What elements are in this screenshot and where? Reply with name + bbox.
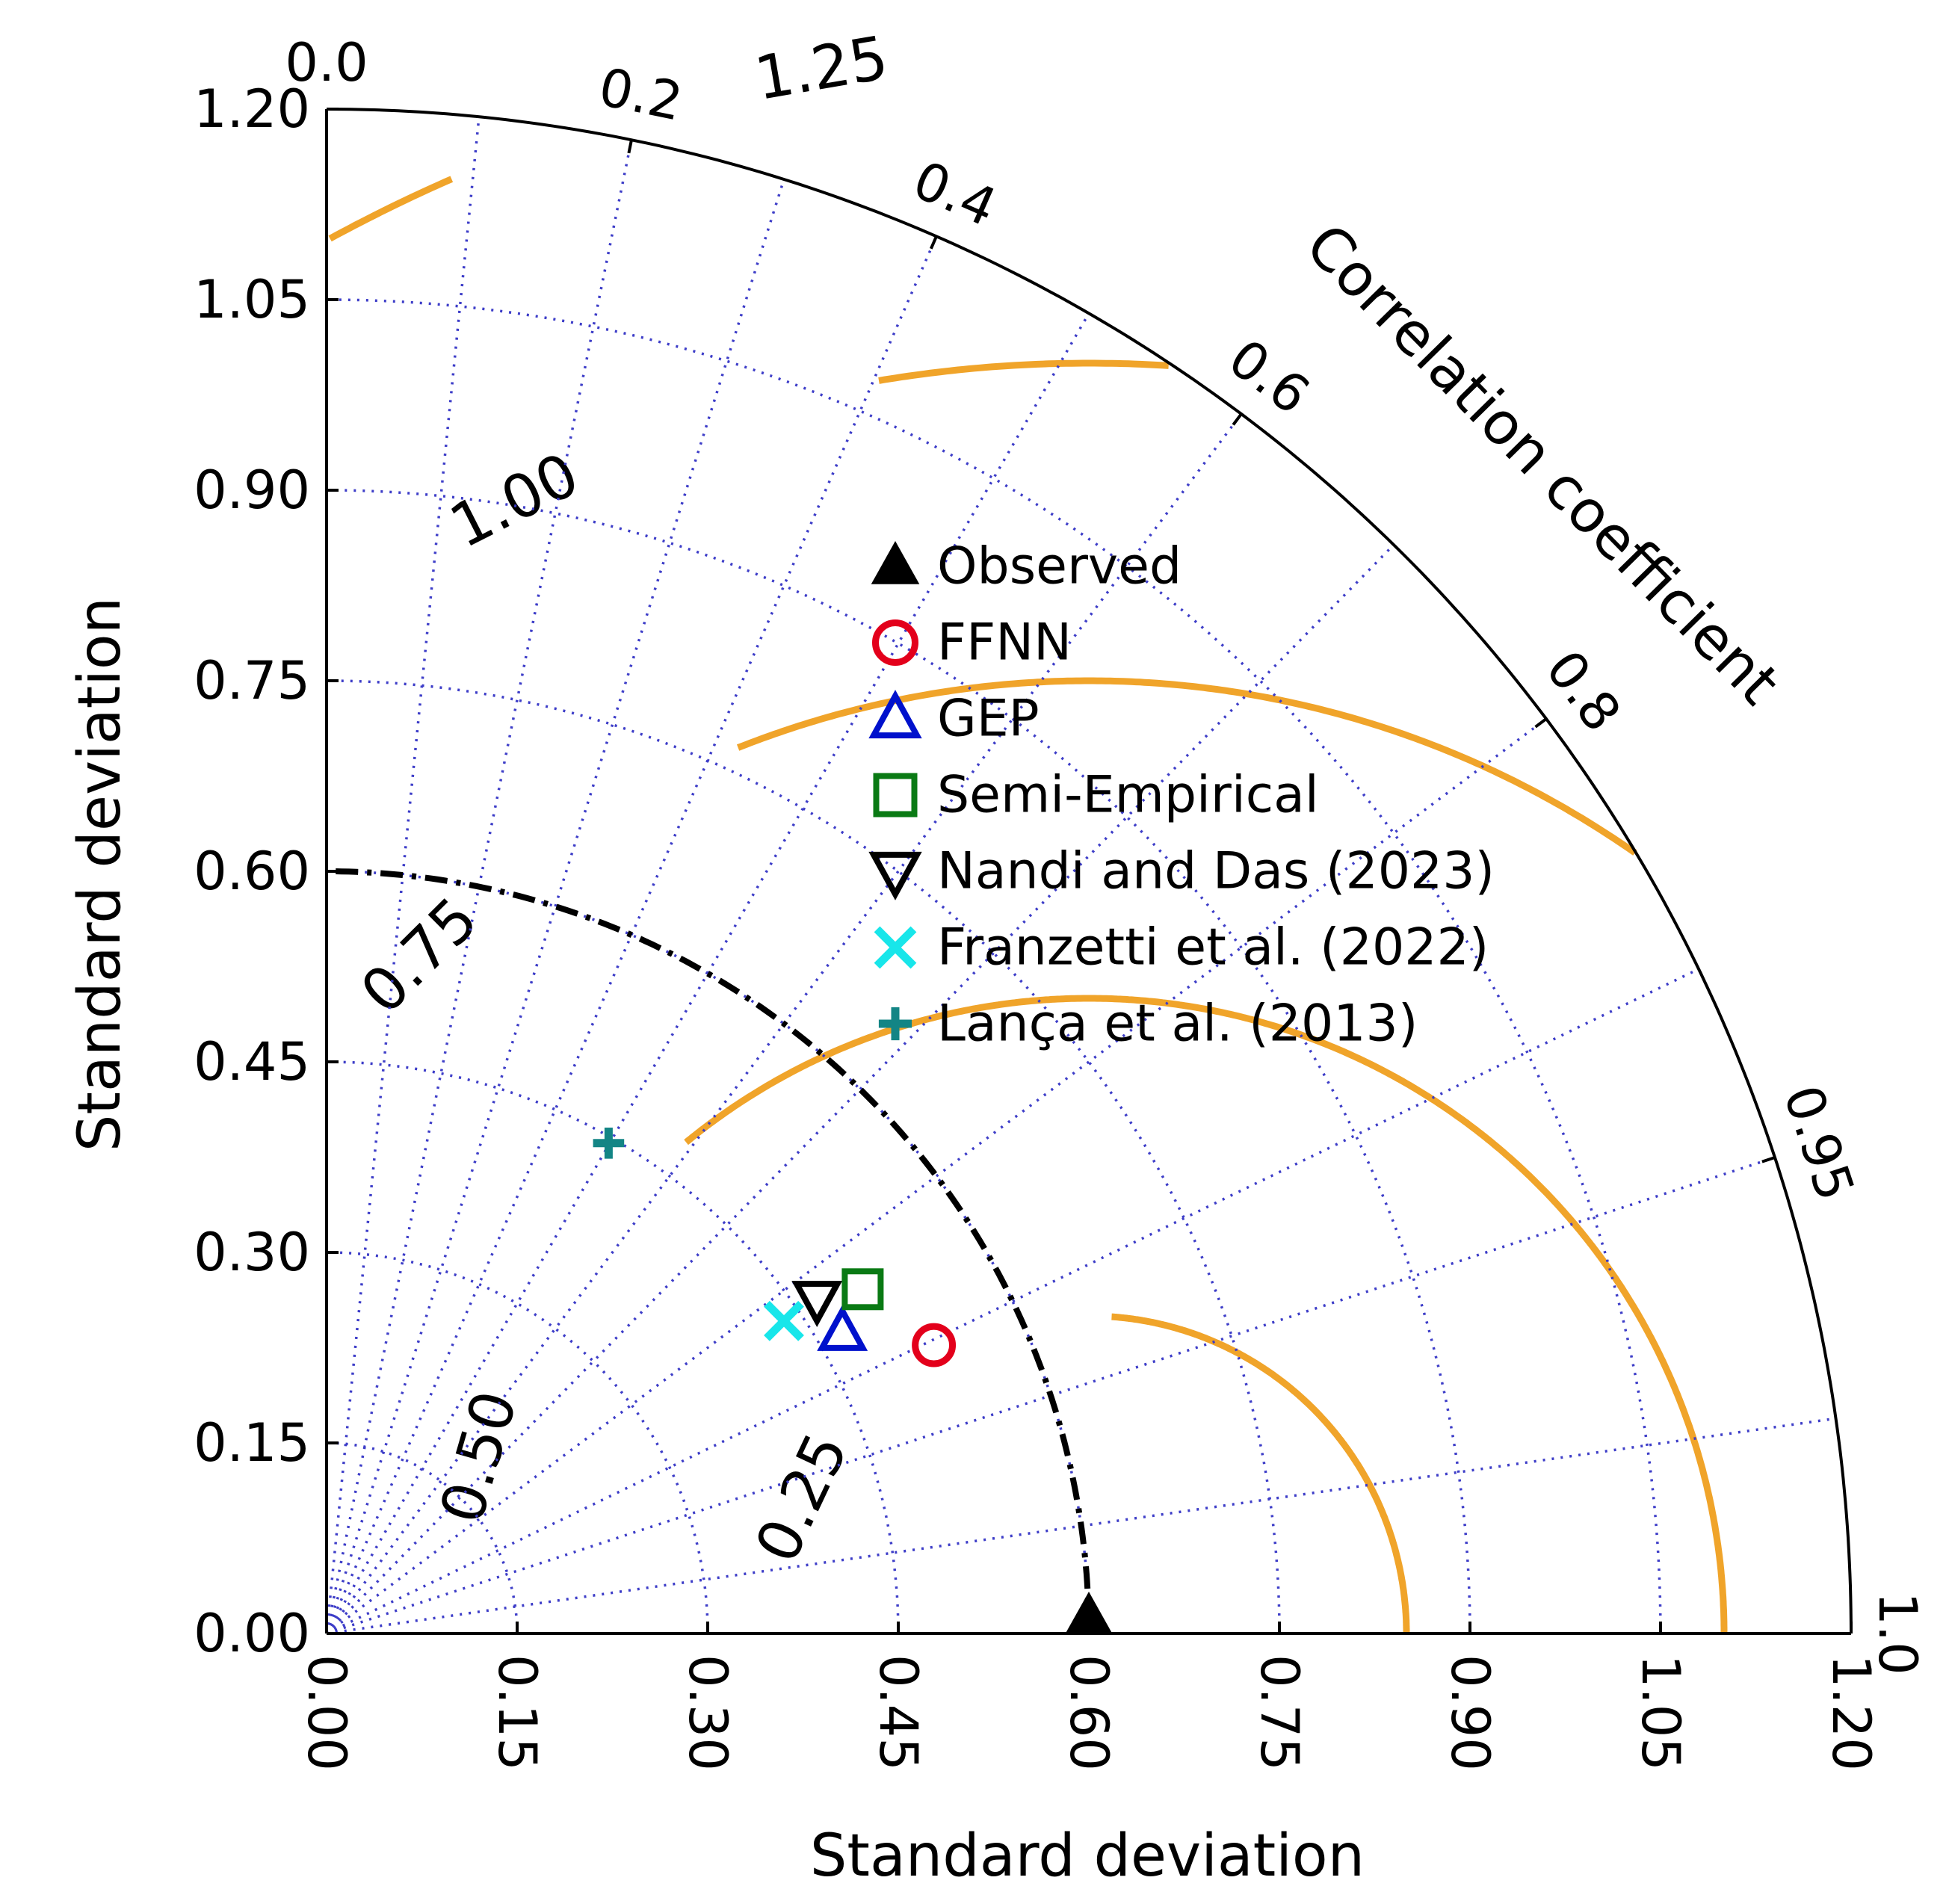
corr-tick [627,139,633,154]
corr-tick [929,235,938,250]
std-grid-arc [326,1060,900,1634]
legend-marker-nandi-and-das-2023 [868,851,922,900]
point-observed [1066,1592,1112,1633]
y-tick-label: 0.60 [194,841,310,902]
rmsd-label: 1.00 [439,439,590,561]
y-tick-label: 1.05 [194,269,310,330]
rmsd-contours: 0.25 0.50 0.75 1.00 1.25 [328,22,1728,1633]
y-tick-label: 0.00 [194,1603,310,1664]
rmsd-contour-0.75 [736,677,1637,856]
x-tick-label: 0.00 [296,1654,357,1771]
std-grid-arc [327,1251,709,1633]
point-nandi-and-das-2023 [791,1281,843,1328]
corr-tick [1761,1156,1776,1163]
x-tick-label: 0.15 [487,1654,548,1771]
legend-marker-gep [868,690,922,739]
corr-grid-line [325,179,785,1634]
rmsd-contour-1.00 [878,359,1169,384]
std-grid-arc [326,489,1471,1634]
corr-tick [1232,412,1243,426]
outer-arc [326,108,1853,1634]
y-tick-label: 0.75 [194,650,310,711]
legend-label-gep: GEP [937,690,1040,749]
point-ffnn [912,1323,957,1367]
rmsd-label: 1.25 [750,22,893,114]
point-franzetti-et-al-2022 [764,1300,804,1341]
y-tick-label: 0.90 [194,460,310,521]
corr-grid-line [325,543,1395,1635]
legend-label-lan-a-et-al-2013: Lança et al. (2013) [937,995,1418,1054]
y-tick-label: 0.45 [194,1031,310,1092]
rmsd-label: 0.50 [427,1383,531,1530]
legend-label-ffnn: FFNN [937,613,1072,673]
legend: Observed FFNN GEP Semi-Empirical Nandi and D… [868,537,1495,1054]
corr-grid-line [326,968,1699,1635]
legend-label-nandi-and-das-2023: Nandi and Das (2023) [937,842,1495,901]
y-tick-label: 1.20 [194,78,310,140]
corr-grid-line [325,717,1548,1635]
point-semi-empirical [841,1268,884,1311]
y-tick-label: 0.15 [194,1412,310,1474]
std-grid-arc [326,679,1281,1634]
corr-tick-label: 0.0 [285,32,368,93]
x-tick-label: 0.75 [1249,1654,1310,1771]
x-tick-label: 1.05 [1630,1654,1691,1771]
x-tick-label: 0.30 [677,1654,738,1771]
corr-grid-line [325,312,1090,1634]
reference-std-arc [327,868,1092,1633]
corr-tick-label: 0.4 [904,149,1005,239]
reference-arc [327,868,1092,1633]
rmsd-label: 0.75 [348,884,491,1027]
x-tick-label: 0.45 [868,1654,929,1771]
legend-marker-lan-a-et-al-2013 [878,1007,912,1041]
y-tick-label: 0.30 [194,1222,310,1283]
legend-label-observed: Observed [937,537,1182,596]
x-tick-label: 1.20 [1820,1654,1882,1771]
corr-tick [1534,717,1548,729]
std-grid-arc [326,870,1090,1634]
y-axis-label: Standard deviation [67,597,134,1152]
legend-marker-ffnn [871,619,919,667]
corr-tick-label: 0.2 [594,56,688,133]
x-axis-label: Standard deviation [810,1823,1365,1890]
legend-label-franzetti-et-al-2022: Franzetti et al. (2022) [937,918,1489,977]
x-tick-label: 0.60 [1058,1654,1119,1771]
data-points [593,1128,1112,1633]
legend-label-semi-empirical: Semi-Empirical [937,766,1319,825]
rmsd-label: 0.25 [742,1423,862,1573]
rmsd-contour-0.25 [1111,1313,1410,1633]
corr-tick-label: 0.6 [1217,327,1321,426]
corr-tick-label: 1.0 [1867,1592,1928,1675]
x-tick-label: 0.90 [1439,1654,1501,1771]
correlation-axis-label: Correlation coefficient [1293,211,1792,718]
legend-marker-franzetti-et-al-2022 [874,926,917,969]
legend-marker-observed [871,541,920,584]
rmsd-contour-1.25 [328,176,454,242]
point-gep [817,1304,868,1351]
legend-marker-semi-empirical [873,773,918,817]
point-lan-a-et-al-2013 [593,1128,625,1159]
corr-tick-label: 0.8 [1533,640,1632,743]
